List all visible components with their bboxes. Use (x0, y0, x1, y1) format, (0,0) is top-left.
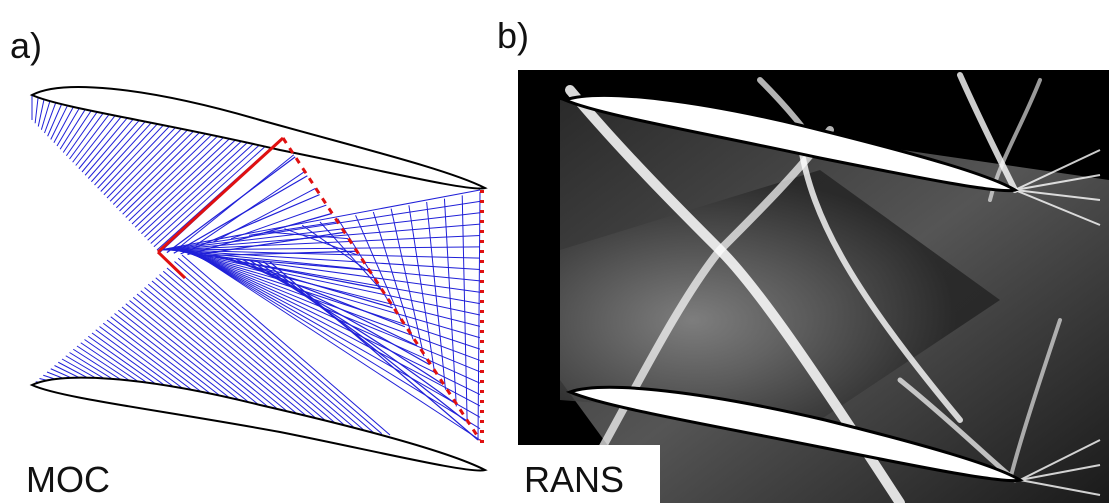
mesh-line (183, 250, 480, 383)
mesh-line (79, 111, 126, 169)
panel-label: b) (497, 15, 529, 56)
mesh-line (82, 112, 132, 172)
mesh-line (138, 132, 244, 231)
mesh-line (478, 192, 480, 440)
mesh-line (270, 262, 478, 440)
figure: a) MOC b) (0, 0, 1109, 503)
panel-caption: RANS (524, 459, 624, 500)
mesh-line (164, 224, 480, 250)
panel-label: a) (10, 25, 42, 66)
panel-rans: b) RANS (497, 15, 1109, 503)
blade (32, 87, 485, 188)
blade (32, 378, 485, 471)
mesh-line (54, 103, 76, 143)
mesh-line (249, 260, 441, 383)
mesh-line (444, 199, 456, 407)
mesh-line (208, 256, 368, 270)
mesh-line (462, 195, 467, 423)
mesh-line (179, 250, 480, 349)
mesh-line (95, 117, 158, 186)
mesh-line (178, 250, 480, 338)
mesh-line (104, 120, 176, 195)
panel-caption: MOC (26, 459, 110, 500)
mesh-line (116, 124, 200, 208)
mesh-line (243, 260, 430, 365)
panel-moc: a) MOC (10, 25, 485, 500)
mesh-line (182, 250, 480, 372)
mesh-line (35, 96, 38, 123)
mesh-line (174, 176, 308, 254)
mesh-line (73, 109, 114, 162)
mesh-line (126, 127, 220, 217)
